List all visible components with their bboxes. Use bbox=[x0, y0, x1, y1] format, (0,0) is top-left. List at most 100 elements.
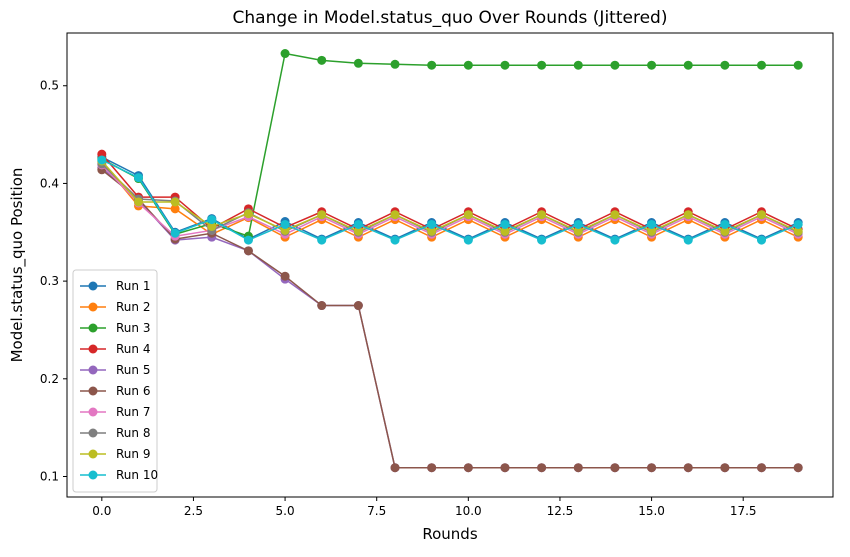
data-point bbox=[610, 60, 620, 70]
y-tick-label: 0.4 bbox=[40, 176, 59, 190]
plot-frame bbox=[66, 32, 834, 498]
data-point bbox=[537, 463, 547, 473]
y-tick-label: 0.2 bbox=[40, 372, 59, 386]
series-line bbox=[101, 159, 799, 241]
series-line bbox=[101, 156, 799, 240]
data-point bbox=[353, 58, 363, 68]
data-point bbox=[610, 210, 620, 220]
data-point bbox=[353, 219, 363, 229]
x-axis: 0.0 2.5 5.0 7.5 10.0 12.5 15.0 17.5 bbox=[92, 497, 757, 518]
legend-item: Run 9 bbox=[80, 447, 150, 461]
series-line bbox=[101, 153, 799, 231]
data-point bbox=[500, 60, 510, 70]
data-point bbox=[757, 235, 767, 245]
data-point bbox=[757, 463, 767, 473]
series-line bbox=[101, 169, 799, 469]
data-point bbox=[500, 463, 510, 473]
data-point bbox=[390, 59, 400, 69]
data-point bbox=[610, 235, 620, 245]
data-point bbox=[500, 219, 510, 229]
data-point bbox=[280, 219, 290, 229]
series-2 bbox=[97, 157, 803, 242]
data-point bbox=[537, 60, 547, 70]
legend-item: Run 10 bbox=[80, 468, 158, 482]
data-point bbox=[463, 235, 473, 245]
data-point bbox=[427, 219, 437, 229]
data-point bbox=[720, 226, 730, 236]
data-point bbox=[683, 235, 693, 245]
legend-item: Run 8 bbox=[80, 426, 150, 440]
data-point bbox=[170, 204, 180, 214]
data-point bbox=[500, 226, 510, 236]
data-point bbox=[720, 463, 730, 473]
data-point bbox=[170, 197, 180, 207]
data-point bbox=[243, 209, 253, 219]
legend-label: Run 7 bbox=[116, 405, 150, 419]
data-point bbox=[243, 246, 253, 256]
chart-title: Change in Model.status_quo Over Rounds (… bbox=[233, 8, 668, 28]
legend-label: Run 10 bbox=[116, 468, 158, 482]
data-point bbox=[427, 226, 437, 236]
legend-item: Run 3 bbox=[80, 321, 150, 335]
data-point bbox=[793, 219, 803, 229]
data-point bbox=[647, 60, 657, 70]
x-axis-title: Rounds bbox=[422, 525, 477, 543]
data-point bbox=[757, 210, 767, 220]
data-point bbox=[317, 301, 327, 311]
series-line bbox=[101, 161, 799, 239]
data-point bbox=[207, 215, 217, 225]
data-point bbox=[573, 463, 583, 473]
data-point bbox=[537, 210, 547, 220]
legend-swatch-marker bbox=[88, 386, 98, 396]
data-point bbox=[317, 55, 327, 65]
legend-swatch-marker bbox=[88, 470, 98, 480]
y-axis: 0.1 0.2 0.3 0.4 0.5 bbox=[40, 79, 67, 483]
legend-item: Run 1 bbox=[80, 279, 150, 293]
legend-label: Run 5 bbox=[116, 363, 150, 377]
legend-label: Run 3 bbox=[116, 321, 150, 335]
legend-swatch-marker bbox=[88, 365, 98, 375]
x-tick-label: 12.5 bbox=[547, 504, 574, 518]
legend-label: Run 1 bbox=[116, 279, 150, 293]
data-point bbox=[317, 210, 327, 220]
data-point bbox=[280, 49, 290, 59]
data-point bbox=[427, 463, 437, 473]
legend-swatch-marker bbox=[88, 449, 98, 459]
legend-label: Run 2 bbox=[116, 300, 150, 314]
x-tick-label: 7.5 bbox=[367, 504, 386, 518]
series-10 bbox=[97, 155, 803, 245]
legend-swatch-marker bbox=[88, 407, 98, 417]
legend-swatch-marker bbox=[88, 323, 98, 333]
data-point bbox=[610, 463, 620, 473]
series-6 bbox=[97, 165, 803, 473]
data-point bbox=[170, 228, 180, 238]
data-point bbox=[573, 226, 583, 236]
data-point bbox=[390, 463, 400, 473]
data-point bbox=[647, 226, 657, 236]
x-tick-label: 15.0 bbox=[638, 504, 665, 518]
data-point bbox=[463, 60, 473, 70]
data-point bbox=[353, 301, 363, 311]
series-1 bbox=[97, 152, 803, 244]
data-point bbox=[427, 60, 437, 70]
series-line bbox=[101, 167, 799, 469]
x-tick-label: 17.5 bbox=[730, 504, 757, 518]
y-axis-title: Model.status_quo Position bbox=[8, 168, 27, 363]
data-point bbox=[463, 463, 473, 473]
data-point bbox=[573, 60, 583, 70]
data-point bbox=[683, 210, 693, 220]
legend-swatch-marker bbox=[88, 302, 98, 312]
y-tick-label: 0.1 bbox=[40, 469, 59, 483]
series-line bbox=[101, 52, 799, 238]
data-point bbox=[243, 235, 253, 245]
series-5 bbox=[97, 163, 803, 473]
data-point bbox=[280, 271, 290, 281]
data-point bbox=[463, 210, 473, 220]
data-point bbox=[720, 60, 730, 70]
data-point bbox=[207, 221, 217, 231]
data-point bbox=[683, 463, 693, 473]
data-point bbox=[793, 463, 803, 473]
legend-item: Run 7 bbox=[80, 405, 150, 419]
series-9 bbox=[97, 156, 803, 236]
